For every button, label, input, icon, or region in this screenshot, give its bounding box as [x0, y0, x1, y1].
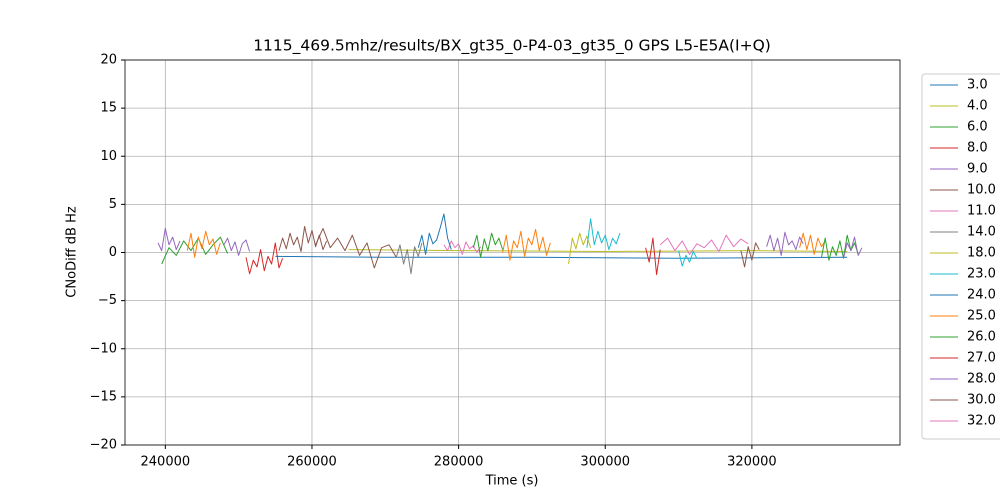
x-tick-label: 320000: [727, 455, 777, 470]
series-line: [275, 255, 848, 259]
legend-label: 18.0: [967, 246, 996, 261]
y-tick-label: 5: [109, 197, 117, 212]
series-line: [586, 218, 698, 267]
legend-label: 11.0: [967, 204, 996, 219]
y-tick-label: 20: [100, 53, 117, 68]
x-tick-label: 260000: [287, 455, 337, 470]
y-tick-label: 15: [100, 101, 117, 116]
x-tick-label: 240000: [141, 455, 191, 470]
series-line: [443, 240, 482, 255]
legend-box: [921, 73, 1000, 440]
y-tick-label: −5: [98, 293, 117, 308]
legend: 3.0 4.0 6.0 8.0 9.0 10.0 11.0 14.0 18.0 23.0 24.0 2…: [921, 73, 1000, 440]
legend-label: 3.0: [967, 78, 988, 93]
legend-label: 32.0: [967, 414, 996, 429]
series-line: [395, 242, 423, 275]
y-tick-label: −10: [90, 341, 117, 356]
series-line: [161, 236, 229, 265]
series-line: [245, 242, 284, 275]
y-tick-label: 10: [100, 149, 117, 164]
series-line: [315, 227, 760, 269]
legend-label: 14.0: [967, 225, 996, 240]
series-line: [659, 234, 749, 255]
series-line: [157, 227, 863, 259]
legend-label: 30.0: [967, 393, 996, 408]
chart-title: 1115_469.5mhz/results/BX_gt35_0-P4-03_gt…: [253, 37, 771, 56]
legend-label: 28.0: [967, 372, 996, 387]
legend-label: 25.0: [967, 309, 996, 324]
legend-label: 24.0: [967, 288, 996, 303]
series-line: [417, 213, 452, 255]
legend-label: 9.0: [967, 162, 988, 177]
legend-label: 23.0: [967, 267, 996, 282]
legend-label: 10.0: [967, 183, 996, 198]
y-axis-label: CNoDiff dB Hz: [65, 206, 80, 298]
plot-frame: [124, 59, 901, 446]
legend-label: 26.0: [967, 330, 996, 345]
legend-label: 27.0: [967, 351, 996, 366]
x-axis-label: Time (s): [485, 474, 539, 489]
y-tick-label: −15: [90, 389, 117, 404]
series-line: [645, 237, 661, 276]
series-line: [568, 232, 592, 265]
series-line: [348, 249, 848, 252]
legend-label: 6.0: [967, 120, 988, 135]
x-tick-label: 280000: [434, 455, 484, 470]
x-tick-label: 300000: [580, 455, 630, 470]
series-line: [186, 228, 826, 261]
series-line: [223, 237, 251, 256]
legend-label: 4.0: [967, 99, 988, 114]
legend-label: 8.0: [967, 141, 988, 156]
y-tick-label: 0: [109, 245, 117, 260]
y-tick-label: −20: [90, 438, 117, 453]
